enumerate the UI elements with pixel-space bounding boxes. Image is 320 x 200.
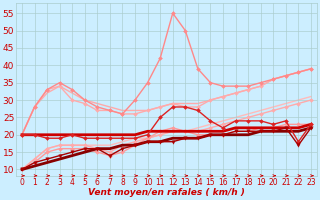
X-axis label: Vent moyen/en rafales ( km/h ): Vent moyen/en rafales ( km/h ) — [88, 188, 245, 197]
